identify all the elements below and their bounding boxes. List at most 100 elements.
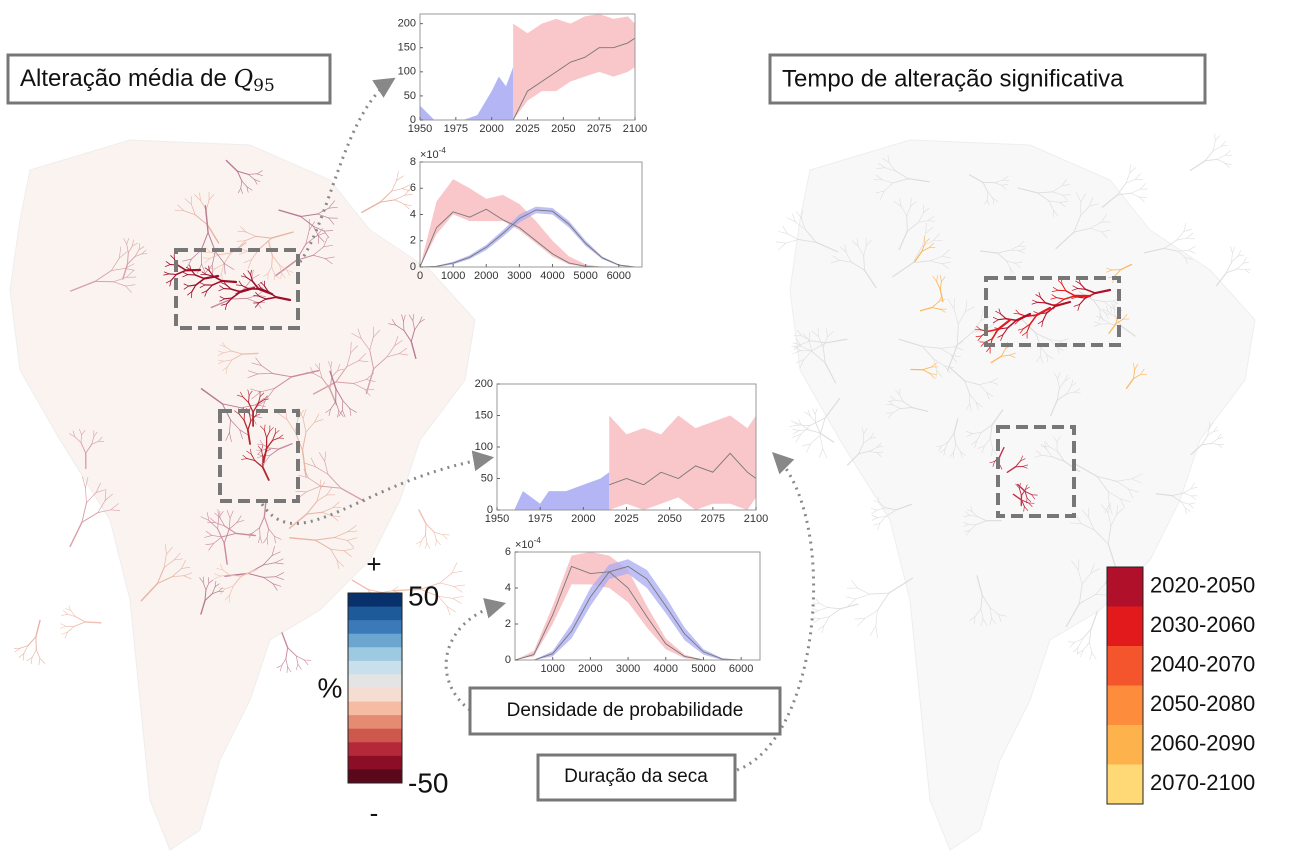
- river: [1032, 299, 1038, 303]
- y-tick-label: 6: [410, 182, 416, 194]
- river: [281, 272, 286, 279]
- river: [230, 419, 241, 431]
- river: [992, 197, 999, 203]
- river: [328, 206, 338, 209]
- river: [1063, 295, 1076, 300]
- river: [132, 242, 138, 247]
- river: [1107, 525, 1112, 545]
- river: [1075, 514, 1082, 524]
- river: [795, 359, 805, 364]
- river: [238, 240, 246, 248]
- river: [1048, 200, 1060, 203]
- river: [351, 333, 362, 339]
- river: [1022, 464, 1029, 467]
- river: [786, 217, 796, 223]
- river: [1006, 260, 1011, 269]
- river: [113, 281, 126, 287]
- river: [338, 410, 344, 417]
- callout-density: Densidade de probabilidade: [507, 700, 744, 721]
- river: [169, 280, 172, 287]
- river: [329, 370, 337, 390]
- river: [110, 503, 119, 511]
- title-left: Alteração média de Q95: [20, 65, 275, 96]
- river: [987, 199, 990, 206]
- river: [982, 182, 989, 193]
- river: [997, 318, 1012, 331]
- x-tick-label: 1975: [528, 513, 552, 525]
- river: [980, 309, 984, 321]
- river: [236, 515, 242, 523]
- river: [403, 314, 406, 322]
- river: [1022, 466, 1028, 469]
- river: [1180, 501, 1190, 505]
- river: [238, 413, 245, 421]
- x-tick-label: 1000: [441, 270, 465, 282]
- river: [275, 576, 284, 580]
- river: [991, 617, 997, 625]
- river: [1143, 247, 1165, 254]
- river: [1088, 517, 1095, 531]
- river: [1128, 488, 1140, 493]
- river: [79, 428, 82, 436]
- river: [188, 284, 197, 287]
- river: [231, 291, 242, 299]
- river: [803, 350, 813, 360]
- river: [1109, 306, 1113, 313]
- river: [1201, 442, 1212, 446]
- river: [1021, 331, 1028, 336]
- river: [81, 429, 86, 436]
- river: [1090, 611, 1098, 630]
- river: [1074, 391, 1081, 394]
- river: [403, 203, 412, 207]
- river: [1060, 278, 1063, 285]
- river: [986, 346, 991, 353]
- river: [1236, 262, 1244, 270]
- axis-exponent: ×10-4: [515, 536, 541, 551]
- river: [1225, 268, 1238, 274]
- river: [189, 264, 192, 271]
- river: [1059, 201, 1068, 203]
- river: [1093, 323, 1101, 327]
- river: [898, 230, 908, 251]
- river: [1183, 228, 1192, 232]
- river: [272, 437, 280, 441]
- river: [379, 190, 393, 203]
- river: [821, 625, 825, 634]
- river: [218, 288, 225, 292]
- river: [412, 313, 415, 321]
- river: [312, 254, 326, 259]
- river: [975, 402, 983, 408]
- river: [936, 370, 943, 378]
- river: [1012, 493, 1023, 501]
- river: [810, 340, 827, 344]
- y-tick-label: 0: [410, 114, 416, 126]
- river: [275, 572, 284, 578]
- y-tick-label: 0: [487, 504, 493, 516]
- river: [228, 517, 231, 530]
- river: [315, 466, 329, 475]
- river: [386, 345, 395, 358]
- colorbar-unit: %: [318, 672, 343, 703]
- river: [875, 190, 885, 194]
- river: [1105, 312, 1112, 316]
- river: [1185, 507, 1187, 514]
- river: [1051, 289, 1059, 293]
- river: [815, 241, 839, 253]
- river: [316, 488, 321, 502]
- river: [793, 346, 801, 351]
- river: [844, 244, 847, 253]
- river: [1130, 192, 1140, 198]
- river: [827, 331, 834, 338]
- river: [965, 306, 975, 312]
- river: [224, 525, 237, 534]
- callout-duration: Duração da seca: [564, 766, 708, 787]
- river: [272, 372, 293, 378]
- river: [247, 572, 265, 578]
- river: [991, 328, 999, 340]
- river: [240, 226, 247, 233]
- river: [263, 577, 274, 585]
- river: [998, 614, 1008, 617]
- river: [1188, 249, 1196, 254]
- river: [980, 608, 984, 620]
- x-tick-label: 2100: [623, 123, 647, 135]
